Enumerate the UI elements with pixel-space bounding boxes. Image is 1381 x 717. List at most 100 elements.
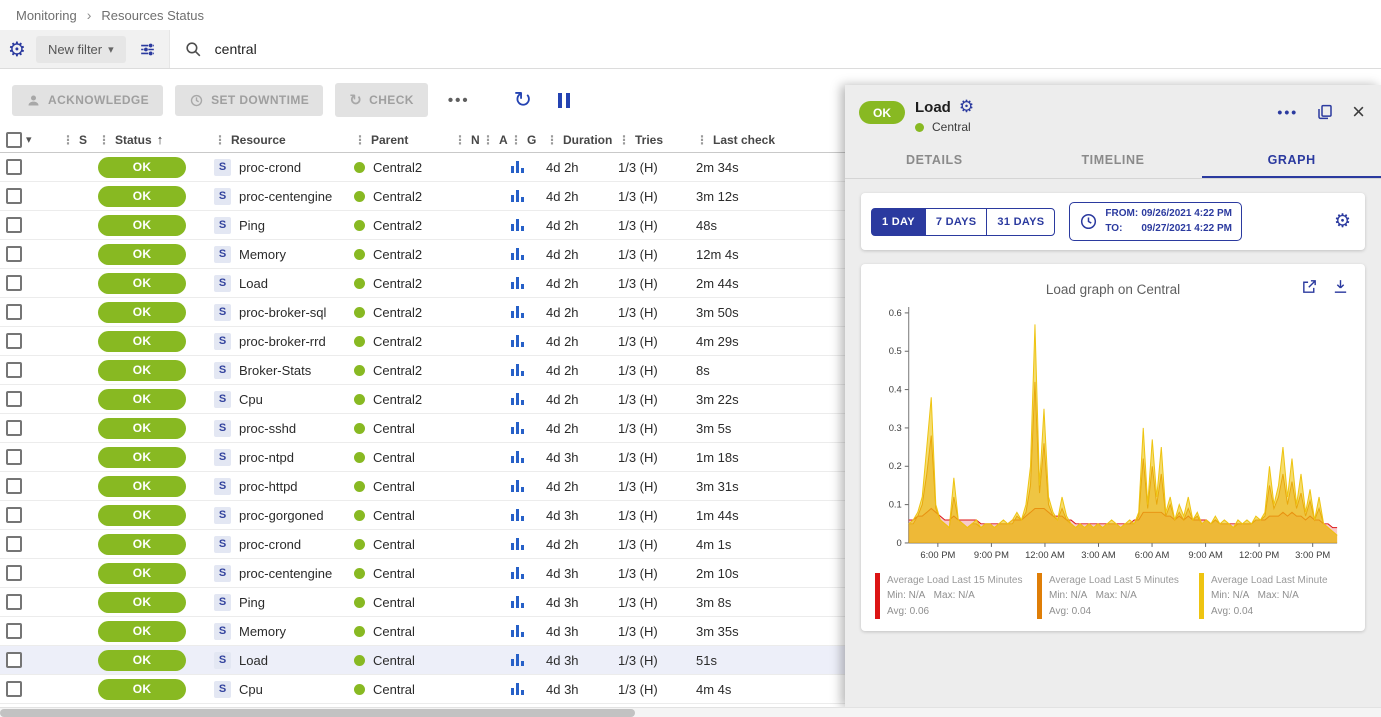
set-downtime-button[interactable]: SET DOWNTIME: [175, 85, 323, 116]
row-checkbox[interactable]: [6, 565, 22, 581]
column-header-g[interactable]: ⋮G: [504, 133, 540, 147]
open-in-new-icon[interactable]: [1301, 278, 1318, 295]
filter-tune-icon[interactable]: [126, 40, 169, 59]
column-header-status[interactable]: ⋮Status↑: [92, 132, 208, 147]
graph-icon[interactable]: [510, 624, 526, 638]
graph-icon[interactable]: [510, 276, 526, 290]
graph-icon[interactable]: [510, 189, 526, 203]
legend-item[interactable]: Average Load Last 15 MinutesMin: N/A Max…: [875, 573, 1027, 620]
legend-item[interactable]: Average Load Last MinuteMin: N/A Max: N/…: [1199, 573, 1351, 620]
last-check-cell: 1m 18s: [690, 450, 782, 465]
column-header-duration[interactable]: ⋮Duration: [540, 133, 612, 147]
graph-icon[interactable]: [510, 566, 526, 580]
pause-icon[interactable]: [550, 91, 578, 110]
row-checkbox[interactable]: [6, 391, 22, 407]
graph-icon[interactable]: [510, 450, 526, 464]
column-header-last_check[interactable]: ⋮Last check: [690, 133, 782, 147]
column-drag-handle-icon[interactable]: ⋮: [618, 133, 630, 147]
column-drag-handle-icon[interactable]: ⋮: [696, 133, 708, 147]
graph-icon[interactable]: [510, 421, 526, 435]
graph-icon[interactable]: [510, 218, 526, 232]
column-drag-handle-icon[interactable]: ⋮: [546, 133, 558, 147]
person-icon: [26, 93, 41, 108]
panel-config-gear-icon[interactable]: ⚙: [959, 97, 974, 117]
row-checkbox[interactable]: [6, 304, 22, 320]
graph-icon[interactable]: [510, 508, 526, 522]
tries-cell: 1/3 (H): [612, 247, 690, 262]
column-drag-handle-icon[interactable]: ⋮: [214, 133, 226, 147]
row-checkbox[interactable]: [6, 362, 22, 378]
graph-icon[interactable]: [510, 682, 526, 696]
time-range-1-day[interactable]: 1 DAY: [871, 208, 926, 236]
breadcrumb-monitoring[interactable]: Monitoring: [16, 8, 77, 23]
row-checkbox[interactable]: [6, 594, 22, 610]
column-header-n[interactable]: ⋮N: [448, 133, 476, 147]
graph-icon[interactable]: [510, 595, 526, 609]
row-checkbox[interactable]: [6, 449, 22, 465]
duration-cell: 4d 3h: [540, 595, 612, 610]
time-range-7-days[interactable]: 7 DAYS: [925, 208, 988, 236]
filter-settings-gear-icon[interactable]: ⚙: [0, 37, 36, 62]
panel-more-icon[interactable]: •••: [1277, 104, 1298, 120]
column-header-parent[interactable]: ⋮Parent: [348, 133, 448, 147]
graph-icon[interactable]: [510, 537, 526, 551]
column-header-a[interactable]: ⋮A: [476, 133, 504, 147]
row-checkbox[interactable]: [6, 507, 22, 523]
column-drag-handle-icon[interactable]: ⋮: [98, 133, 110, 147]
legend-item[interactable]: Average Load Last 5 MinutesMin: N/A Max:…: [1037, 573, 1189, 620]
row-checkbox[interactable]: [6, 275, 22, 291]
select-all-checkbox[interactable]: [6, 132, 22, 148]
row-checkbox[interactable]: [6, 246, 22, 262]
column-header-resource[interactable]: ⋮Resource: [208, 133, 348, 147]
row-checkbox[interactable]: [6, 681, 22, 697]
tab-graph[interactable]: GRAPH: [1202, 142, 1381, 178]
row-checkbox[interactable]: [6, 478, 22, 494]
graph-icon[interactable]: [510, 653, 526, 667]
graph-icon[interactable]: [510, 305, 526, 319]
scrollbar-thumb[interactable]: [0, 709, 635, 717]
status-badge: OK: [98, 592, 186, 613]
download-icon[interactable]: [1332, 278, 1349, 295]
row-checkbox[interactable]: [6, 333, 22, 349]
refresh-icon[interactable]: ↻: [508, 89, 538, 111]
check-button[interactable]: ↻ CHECK: [335, 83, 428, 117]
time-range-31-days[interactable]: 31 DAYS: [986, 208, 1055, 236]
column-drag-handle-icon[interactable]: ⋮: [510, 133, 522, 147]
select-all-caret-icon[interactable]: ▾: [26, 133, 32, 146]
date-range-picker[interactable]: FROM:09/26/2021 4:22 PM TO:09/27/2021 4:…: [1069, 202, 1242, 241]
search-input[interactable]: central: [169, 30, 1381, 68]
acknowledge-button[interactable]: ACKNOWLEDGE: [12, 85, 163, 116]
new-filter-dropdown[interactable]: New filter ▾: [36, 36, 126, 63]
row-checkbox[interactable]: [6, 217, 22, 233]
graph-icon[interactable]: [510, 392, 526, 406]
column-drag-handle-icon[interactable]: ⋮: [482, 133, 494, 147]
tab-timeline[interactable]: TIMELINE: [1024, 142, 1203, 178]
tab-details[interactable]: DETAILS: [845, 142, 1024, 178]
column-header-severity[interactable]: ⋮S: [56, 133, 92, 147]
parent-name: Central2: [373, 305, 422, 320]
row-checkbox[interactable]: [6, 623, 22, 639]
column-drag-handle-icon[interactable]: ⋮: [454, 133, 466, 147]
graph-icon[interactable]: [510, 247, 526, 261]
graph-icon[interactable]: [510, 334, 526, 348]
column-header-select[interactable]: ▾: [0, 132, 56, 148]
row-checkbox[interactable]: [6, 420, 22, 436]
graph-icon[interactable]: [510, 479, 526, 493]
graph-icon[interactable]: [510, 160, 526, 174]
copy-link-icon[interactable]: [1316, 103, 1334, 121]
parent-status-dot: [354, 655, 365, 666]
row-checkbox[interactable]: [6, 536, 22, 552]
close-icon[interactable]: ×: [1352, 101, 1365, 123]
horizontal-scrollbar[interactable]: [0, 707, 1381, 717]
more-actions-button[interactable]: •••: [440, 88, 478, 113]
graph-icon[interactable]: [510, 363, 526, 377]
row-checkbox[interactable]: [6, 652, 22, 668]
graph-settings-gear-icon[interactable]: ⚙: [1330, 210, 1355, 233]
load-graph[interactable]: 00.10.20.30.40.50.66:00 PM9:00 PM12:00 A…: [875, 301, 1351, 571]
column-drag-handle-icon[interactable]: ⋮: [354, 133, 366, 147]
row-checkbox[interactable]: [6, 159, 22, 175]
column-header-tries[interactable]: ⋮Tries: [612, 133, 690, 147]
breadcrumb-resources-status[interactable]: Resources Status: [101, 8, 204, 23]
column-drag-handle-icon[interactable]: ⋮: [62, 133, 74, 147]
row-checkbox[interactable]: [6, 188, 22, 204]
